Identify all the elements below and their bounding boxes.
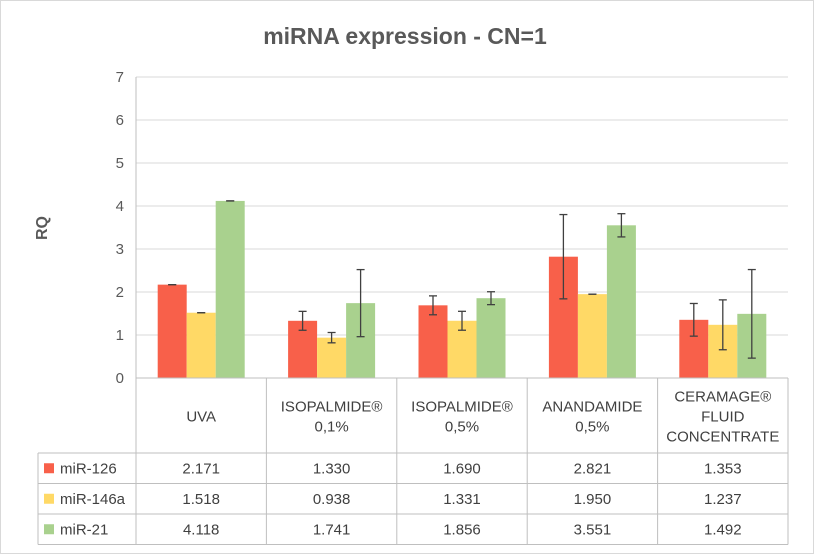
- bar: [157, 284, 187, 378]
- y-tick-label: 1: [116, 327, 124, 344]
- category-label: CONCENTRATE: [666, 429, 779, 446]
- bar: [476, 298, 506, 378]
- category-label: FLUID: [701, 409, 745, 426]
- y-tick-label: 6: [116, 112, 124, 129]
- bar: [186, 312, 216, 378]
- table-value: 1.492: [704, 521, 742, 538]
- bar: [317, 337, 347, 378]
- y-axis-ticks: 0 1 2 3 4 5 6 7: [116, 69, 124, 387]
- bar: [577, 294, 607, 378]
- table-value: 3.551: [574, 521, 612, 538]
- y-tick-label: 0: [116, 370, 124, 387]
- y-tick-label: 4: [116, 198, 124, 215]
- y-tick-label: 2: [116, 284, 124, 301]
- legend-label: miR-21: [60, 521, 108, 538]
- error-bars: [168, 200, 756, 359]
- bars: [157, 200, 767, 378]
- table-value: 1.237: [704, 491, 742, 508]
- category-label: UVA: [186, 409, 216, 426]
- category-label: ISOPALMIDE®: [281, 399, 383, 416]
- category-label: ISOPALMIDE®: [411, 399, 513, 416]
- table-value: 1.950: [574, 491, 612, 508]
- category-label: 0,1%: [314, 419, 348, 436]
- legend-label: miR-146a: [60, 491, 126, 508]
- bar: [418, 305, 448, 378]
- y-tick-label: 5: [116, 155, 124, 172]
- table-value: 1.353: [704, 460, 742, 477]
- category-label: CERAMAGE®: [674, 389, 771, 406]
- y-axis-label: RQ: [34, 216, 51, 240]
- table-value: 0.938: [313, 491, 351, 508]
- y-tick-label: 7: [116, 69, 124, 86]
- legend-key: [44, 524, 54, 535]
- category-label: 0,5%: [575, 419, 609, 436]
- legend-key: [44, 463, 54, 474]
- table-value: 2.821: [574, 460, 612, 477]
- bar: [606, 225, 636, 378]
- table-value: 1.741: [313, 521, 351, 538]
- category-label: ANANDAMIDE: [542, 399, 642, 416]
- table-value: 2.171: [182, 460, 220, 477]
- chart-title: miRNA expression - CN=1: [263, 23, 547, 49]
- table-value: 1.330: [313, 460, 351, 477]
- table-value: 1.518: [182, 491, 220, 508]
- legend-label: miR-126: [60, 460, 117, 477]
- data-table: UVA ISOPALMIDE® 0,1% ISOPALMIDE® 0,5% ANANDAM…: [37, 77, 789, 545]
- table-value: 4.118: [183, 521, 219, 538]
- table-value: 1.856: [443, 521, 481, 538]
- bar: [215, 200, 245, 378]
- category-label: 0,5%: [445, 419, 479, 436]
- table-value: 1.690: [443, 460, 481, 477]
- y-tick-label: 3: [116, 241, 124, 258]
- legend-key: [44, 493, 54, 504]
- table-value: 1.331: [443, 491, 481, 508]
